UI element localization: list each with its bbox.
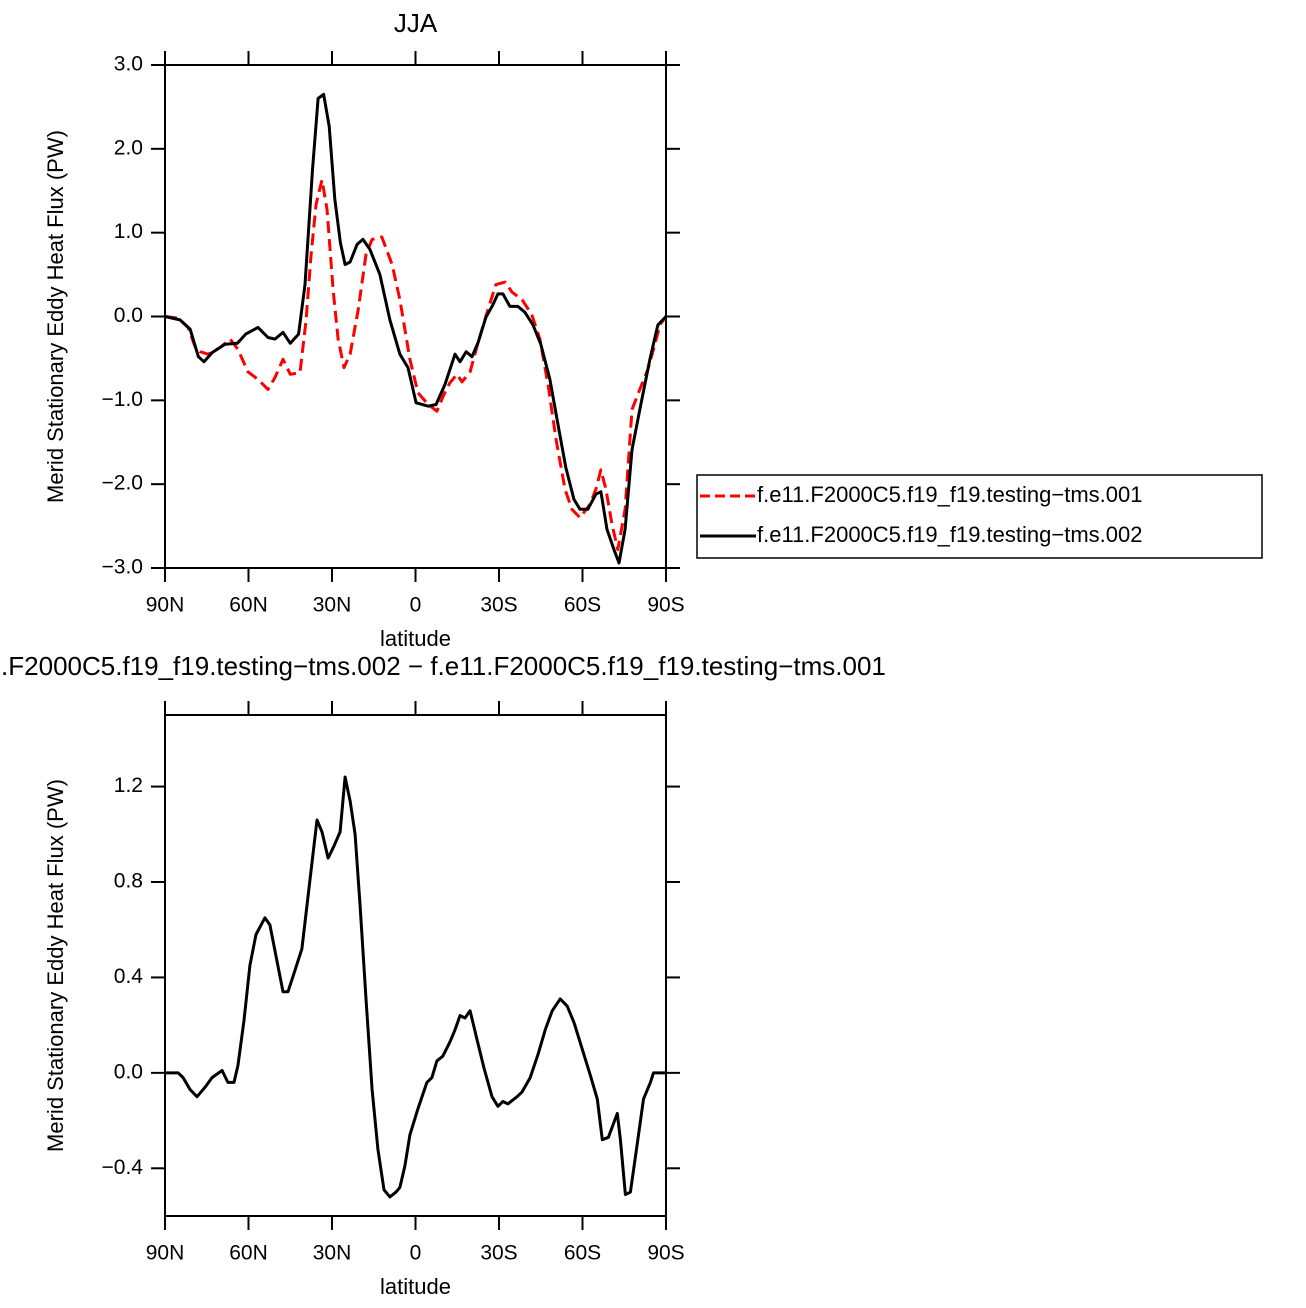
x-tick-label: 30N (313, 594, 352, 617)
y-tick-label: 1.0 (114, 220, 143, 243)
plot-frame (164, 64, 667, 569)
legend-box (696, 474, 1263, 559)
chart-title: JJA (394, 8, 438, 38)
y-tick-label: 3.0 (114, 53, 143, 76)
x-tick-label: 30S (480, 1242, 517, 1265)
x-tick-label: 0 (410, 594, 422, 617)
x-tick-label: 60S (564, 1242, 601, 1265)
x-tick-label: 90S (647, 594, 684, 617)
x-tick-label: 60S (564, 594, 601, 617)
y-axis-label: Merid Stationary Eddy Heat Flux (PW) (43, 779, 68, 1152)
x-tick-label: 0 (410, 1242, 422, 1265)
x-tick-label: 90S (647, 1242, 684, 1265)
legend-label: f.e11.F2000C5.f19_f19.testing−tms.001 (757, 482, 1142, 507)
x-axis-label: latitude (380, 626, 451, 651)
x-tick-label: 30S (480, 594, 517, 617)
y-tick-label: 0.8 (114, 870, 143, 893)
y-tick-label: 2.0 (114, 136, 143, 159)
chart-title: f.e11.F2000C5.f19_f19.testing−tms.002 − … (0, 651, 886, 681)
x-tick-label: 60N (229, 1242, 268, 1265)
x-tick-label: 90N (146, 594, 185, 617)
y-axis-label: Merid Stationary Eddy Heat Flux (PW) (43, 130, 68, 503)
y-tick-label: 0.4 (114, 965, 144, 988)
x-tick-label: 90N (146, 1242, 185, 1265)
y-tick-label: 0.0 (114, 304, 143, 327)
y-tick-label: 1.2 (114, 774, 143, 797)
y-tick-label: −2.0 (102, 472, 143, 495)
data-line (164, 92, 668, 565)
data-line (165, 775, 666, 1199)
x-axis-label: latitude (380, 1274, 451, 1299)
legend-label: f.e11.F2000C5.f19_f19.testing−tms.002 (757, 522, 1142, 547)
data-line (164, 178, 668, 552)
y-tick-label: −3.0 (102, 556, 143, 579)
plot-frame (164, 714, 667, 1217)
y-tick-label: 0.0 (114, 1060, 143, 1083)
y-tick-label: −0.4 (102, 1156, 144, 1179)
y-tick-label: −1.0 (102, 388, 143, 411)
x-tick-label: 30N (313, 1242, 352, 1265)
x-tick-label: 60N (229, 594, 268, 617)
